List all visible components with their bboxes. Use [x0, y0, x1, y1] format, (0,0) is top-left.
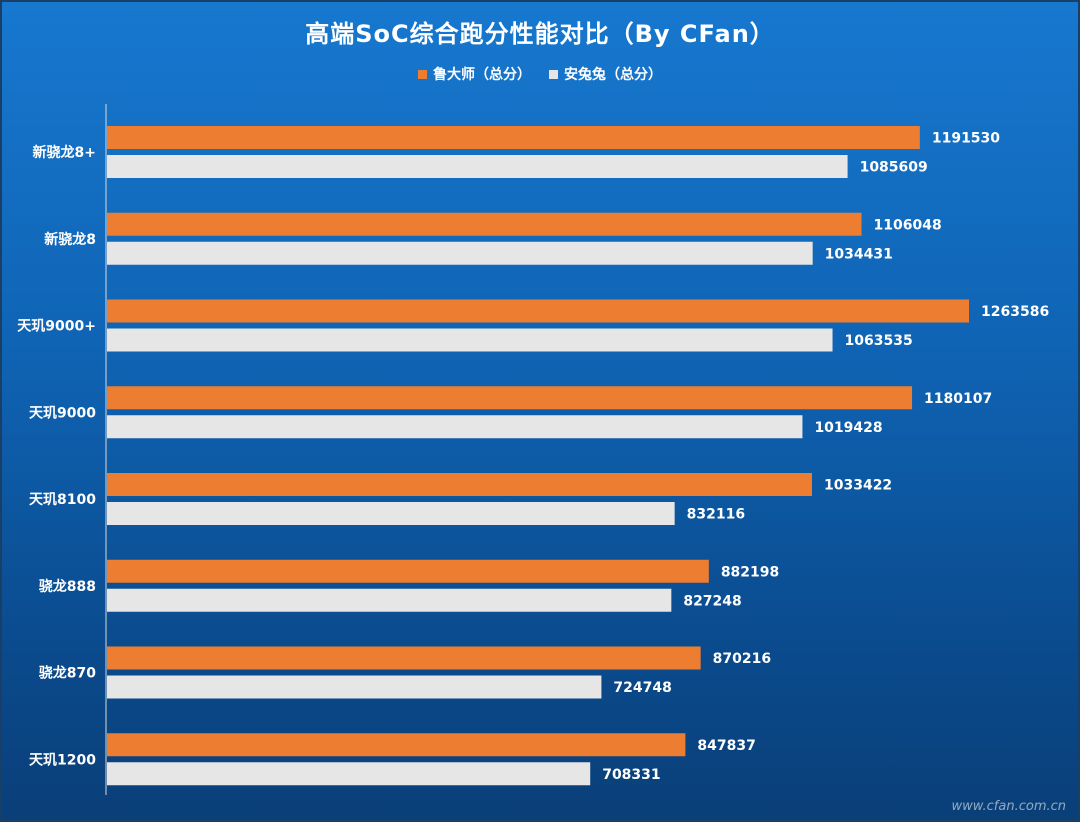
- bar-antutu: [107, 675, 602, 699]
- data-label: 1263586: [981, 304, 1049, 320]
- bar-antutu: [107, 588, 672, 612]
- data-label: 832116: [687, 507, 745, 523]
- data-label: 1034431: [825, 246, 893, 262]
- data-label: 1085609: [860, 160, 928, 176]
- category-label: 骁龙870: [39, 665, 96, 682]
- legend-swatch-ludashi: [418, 69, 427, 79]
- bar-ludashi: [107, 473, 812, 496]
- bar-ludashi: [107, 386, 913, 410]
- legend-item-antutu: 安兔兔（总分）: [549, 64, 662, 84]
- bar-ludashi: [107, 733, 686, 757]
- watermark: www.cfan.com.cn: [951, 799, 1066, 814]
- legend-label-antutu: 安兔兔（总分）: [564, 67, 662, 83]
- legend: 鲁大师（总分） 安兔兔（总分）: [2, 64, 1078, 84]
- bar-ludashi: [107, 559, 709, 583]
- data-label: 847837: [697, 738, 755, 754]
- bar-antutu: [107, 241, 813, 265]
- legend-label-ludashi: 鲁大师（总分）: [433, 67, 531, 83]
- data-label: 1191530: [932, 131, 1000, 147]
- bar-antutu: [107, 155, 848, 178]
- category-label: 天玑9000+: [17, 319, 96, 335]
- data-label: 708331: [602, 767, 660, 783]
- data-label: 1180107: [924, 391, 992, 407]
- category-label: 新骁龙8: [44, 231, 96, 248]
- category-label: 天玑9000: [29, 405, 96, 421]
- bar-ludashi: [107, 646, 701, 670]
- category-label: 新骁龙8+: [33, 144, 96, 161]
- data-label: 724748: [613, 680, 671, 696]
- bar-antutu: [107, 328, 833, 352]
- data-label: 870216: [713, 651, 771, 667]
- bar-antutu: [107, 762, 591, 786]
- bar-ludashi: [107, 212, 862, 236]
- chart-title: 高端SoC综合跑分性能对比（By CFan）: [305, 20, 775, 48]
- data-label: 1106048: [874, 217, 942, 233]
- bar-antutu: [107, 415, 803, 439]
- category-label: 天玑1200: [29, 752, 96, 768]
- legend-item-ludashi: 鲁大师（总分）: [418, 64, 531, 84]
- legend-swatch-antutu: [549, 69, 558, 79]
- data-label: 882198: [721, 564, 779, 580]
- data-label: 1019428: [814, 420, 882, 436]
- data-label: 1063535: [845, 333, 913, 349]
- bar-antutu: [107, 502, 675, 525]
- bar-ludashi: [107, 299, 969, 323]
- category-label: 骁龙888: [39, 578, 96, 595]
- bar-ludashi: [107, 126, 920, 149]
- data-label: 827248: [683, 593, 741, 609]
- category-label: 天玑8100: [29, 492, 96, 508]
- data-label: 1033422: [824, 478, 892, 494]
